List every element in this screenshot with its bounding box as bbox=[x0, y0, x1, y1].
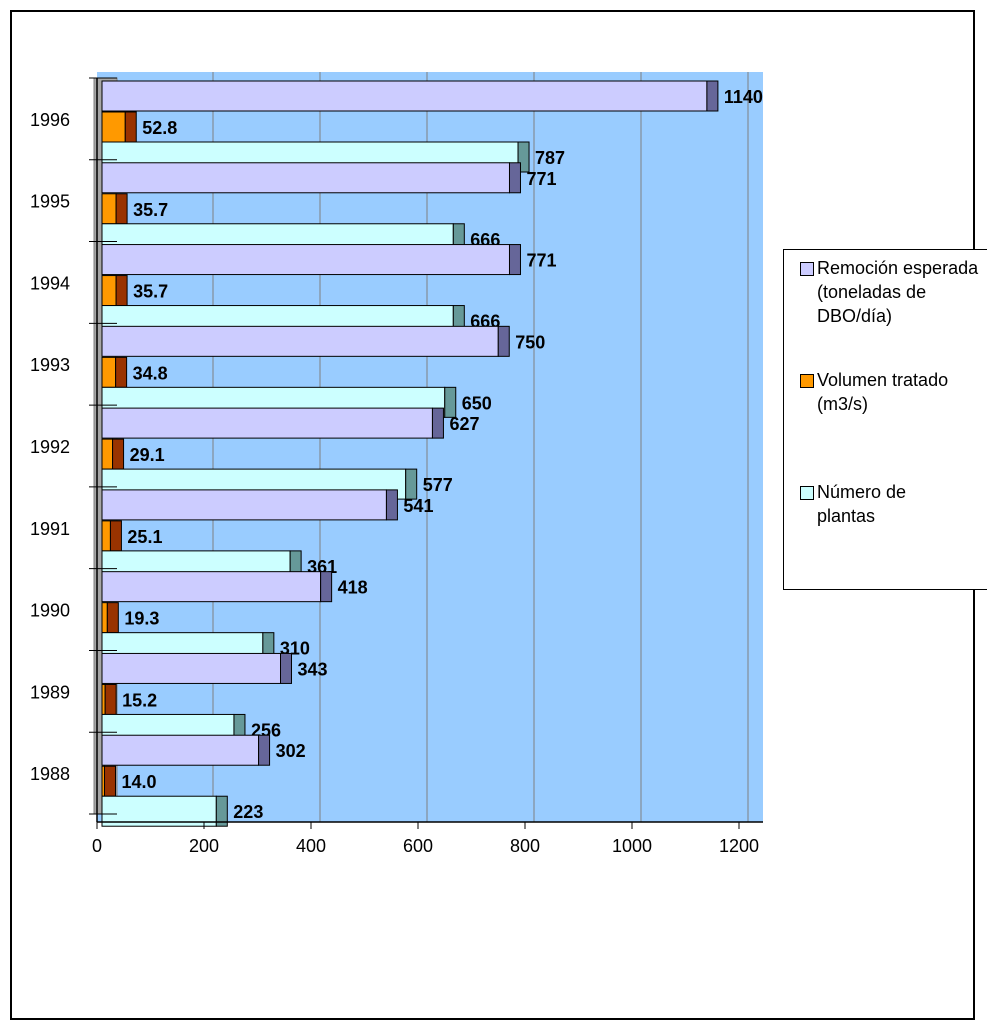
data-label: 15.2 bbox=[122, 690, 157, 710]
bar-end bbox=[706, 80, 719, 112]
data-label: 650 bbox=[462, 393, 492, 413]
bar bbox=[101, 356, 117, 388]
data-label: 541 bbox=[403, 496, 433, 516]
bar bbox=[101, 407, 433, 439]
legend-item-volume: Volumen tratado (m3/s) bbox=[800, 368, 977, 416]
bar-end bbox=[405, 468, 418, 500]
bar bbox=[101, 80, 708, 112]
data-label: 750 bbox=[515, 332, 545, 352]
data-label: 787 bbox=[535, 148, 565, 168]
plot-area bbox=[97, 72, 763, 822]
x-tick-label: 1200 bbox=[719, 836, 759, 856]
data-label: 343 bbox=[298, 659, 328, 679]
bar-end bbox=[215, 795, 228, 827]
bar-end bbox=[109, 520, 122, 552]
data-label: 223 bbox=[233, 802, 263, 822]
bar-end bbox=[124, 111, 137, 143]
data-label: 35.7 bbox=[133, 282, 168, 302]
x-tick-label: 1000 bbox=[612, 836, 652, 856]
data-label: 771 bbox=[526, 251, 556, 271]
bar bbox=[101, 111, 126, 143]
bar-end bbox=[497, 325, 510, 357]
bar bbox=[101, 571, 322, 603]
bar-end bbox=[280, 652, 293, 684]
bar-end bbox=[385, 489, 398, 521]
bar-end bbox=[508, 244, 521, 276]
legend-item-plants: Número de plantas bbox=[800, 480, 957, 528]
data-label: 1140 bbox=[724, 87, 763, 107]
bar bbox=[101, 602, 108, 634]
bar-end bbox=[258, 734, 271, 766]
data-label: 302 bbox=[276, 741, 306, 761]
legend-swatch-plants bbox=[800, 486, 814, 500]
bar bbox=[101, 520, 111, 552]
bar-end bbox=[104, 683, 117, 715]
bar bbox=[101, 244, 510, 276]
legend-item-removal: Remoción esperada (toneladas de DBO/día) bbox=[800, 256, 987, 328]
data-label: 52.8 bbox=[142, 118, 177, 138]
bar-end bbox=[112, 438, 125, 470]
x-tick-label: 0 bbox=[92, 836, 102, 856]
legend: Remoción esperada (toneladas de DBO/día)… bbox=[783, 249, 987, 590]
category-label: 1992 bbox=[30, 437, 70, 457]
category-label: 1988 bbox=[30, 764, 70, 784]
category-label: 1989 bbox=[30, 682, 70, 702]
bar bbox=[101, 734, 260, 766]
data-label: 29.1 bbox=[130, 445, 165, 465]
bar-end bbox=[320, 571, 333, 603]
data-label: 35.7 bbox=[133, 200, 168, 220]
x-tick-label: 600 bbox=[403, 836, 433, 856]
data-label: 14.0 bbox=[121, 772, 156, 792]
x-tick-label: 200 bbox=[189, 836, 219, 856]
data-label: 577 bbox=[423, 475, 453, 495]
data-label: 627 bbox=[449, 414, 479, 434]
bar bbox=[101, 438, 114, 470]
bar-end bbox=[106, 602, 119, 634]
bar-end bbox=[103, 765, 116, 797]
legend-label-removal: Remoción esperada (toneladas de DBO/día) bbox=[817, 258, 979, 326]
category-label: 1994 bbox=[30, 273, 70, 293]
bar bbox=[101, 275, 117, 307]
bar-end bbox=[517, 141, 530, 173]
category-label: 1995 bbox=[30, 192, 70, 212]
category-label: 1996 bbox=[30, 110, 70, 130]
bar bbox=[101, 652, 282, 684]
legend-label-volume: Volumen tratado (m3/s) bbox=[817, 370, 949, 414]
data-label: 19.3 bbox=[124, 609, 159, 629]
category-label: 1990 bbox=[30, 601, 70, 621]
bar bbox=[101, 489, 387, 521]
data-label: 771 bbox=[526, 169, 556, 189]
data-label: 25.1 bbox=[127, 527, 162, 547]
bar-end bbox=[431, 407, 444, 439]
bar-end bbox=[444, 386, 457, 418]
category-label: 1993 bbox=[30, 355, 70, 375]
bar-end bbox=[115, 193, 128, 225]
bar bbox=[101, 193, 117, 225]
x-tick-label: 400 bbox=[296, 836, 326, 856]
data-label: 34.8 bbox=[133, 363, 168, 383]
category-label: 1991 bbox=[30, 519, 70, 539]
x-tick-label: 800 bbox=[510, 836, 540, 856]
bar-end bbox=[115, 356, 128, 388]
legend-swatch-volume bbox=[800, 374, 814, 388]
bar bbox=[101, 162, 510, 194]
data-label: 418 bbox=[338, 578, 368, 598]
bar-end bbox=[115, 275, 128, 307]
bar-end bbox=[508, 162, 521, 194]
bar bbox=[101, 325, 499, 357]
legend-swatch-removal bbox=[800, 262, 814, 276]
legend-label-plants: Número de plantas bbox=[817, 482, 907, 526]
bar bbox=[101, 795, 217, 827]
